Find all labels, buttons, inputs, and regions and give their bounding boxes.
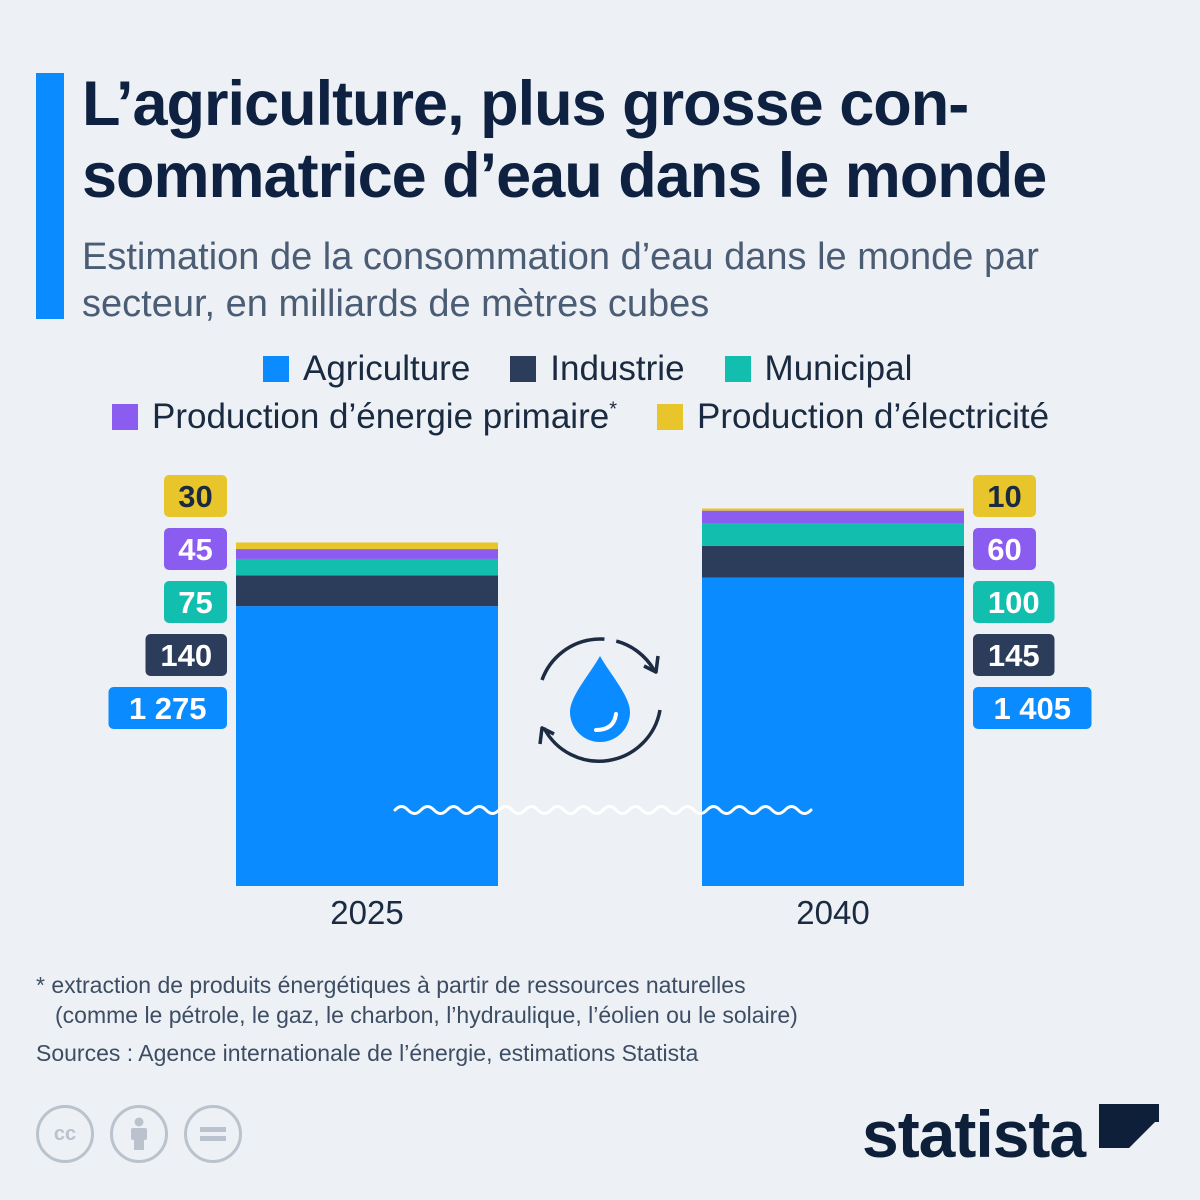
- value-label-electricite-2025: 30: [178, 479, 212, 514]
- value-label-industrie-2025: 140: [160, 638, 212, 673]
- footnote-line-2: (comme le pétrole, le gaz, le charbon, l…: [55, 1002, 798, 1028]
- value-label-municipal-2025: 75: [178, 585, 212, 620]
- attribution-icon[interactable]: [110, 1105, 168, 1163]
- value-badge-energie-2025: [164, 528, 227, 570]
- legend-item-electricite: Production d’électricité: [656, 397, 1050, 437]
- value-label-energie-2040: 60: [987, 532, 1021, 567]
- bar-electricite-2040: [702, 508, 964, 511]
- bar-industrie-2025: [236, 575, 498, 607]
- legend-item-municipal: Municipal: [724, 349, 913, 389]
- legend-swatch-industrie: [510, 356, 537, 382]
- chart-subtitle: Estimation de la consommation d’eau dans…: [82, 236, 1039, 325]
- value-label-municipal-2040: 100: [988, 585, 1040, 620]
- accent-bar: [36, 73, 64, 319]
- legend-item-energie: Production d’énergie primaire*: [112, 397, 617, 437]
- footnote-mark: *: [609, 398, 617, 421]
- statista-mark-icon: [1099, 1104, 1160, 1164]
- x-tick-label-2025: 2025: [330, 894, 403, 931]
- value-label-industrie-2040: 145: [988, 638, 1040, 673]
- bar-agriculture-2040: [702, 577, 964, 886]
- no-derivatives-icon[interactable]: [184, 1105, 242, 1163]
- legend-swatch-municipal: [724, 356, 751, 382]
- legend-item-agriculture: Agriculture: [263, 349, 470, 389]
- legend-swatch-energie: [112, 404, 138, 430]
- value-badge-municipal-2025: [164, 581, 227, 623]
- legend-label-industrie: Industrie: [550, 349, 685, 388]
- wave-line: [393, 805, 813, 815]
- value-label-electricite-2040: 10: [987, 479, 1021, 514]
- x-tick-label-2040: 2040: [796, 894, 869, 931]
- brand-name: statista: [862, 1097, 1086, 1171]
- legend-label-energie: Production d’énergie primaire*: [152, 397, 617, 436]
- value-label-energie-2025: 45: [178, 532, 212, 567]
- bar-energie-2040: [702, 510, 964, 524]
- chart-title: L’agriculture, plus grosse con-sommatric…: [82, 69, 1047, 211]
- bar-municipal-2040: [702, 523, 964, 546]
- value-badge-industrie-2040: [973, 634, 1055, 676]
- license-icons: cc: [36, 1105, 242, 1163]
- legend-label-municipal: Municipal: [764, 349, 913, 388]
- value-badge-electricite-2025: [164, 475, 227, 517]
- value-badge-energie-2040: [973, 528, 1036, 570]
- water-recycle-icon: [538, 637, 662, 763]
- legend-swatch-electricite: [656, 404, 683, 430]
- value-badge-agriculture-2025: [108, 687, 227, 729]
- footnote-line-1: * extraction de produits énergétiques à …: [36, 972, 746, 998]
- value-label-agriculture-2040: 1 405: [993, 691, 1071, 726]
- value-badge-electricite-2040: [973, 475, 1036, 517]
- value-label-agriculture-2025: 1 275: [129, 691, 207, 726]
- legend-item-industrie: Industrie: [510, 349, 685, 389]
- cc-icon[interactable]: cc: [36, 1105, 94, 1163]
- bar-industrie-2040: [702, 545, 964, 578]
- value-badge-industrie-2025: [145, 634, 227, 676]
- bar-agriculture-2025: [236, 606, 498, 886]
- statista-logo[interactable]: statista: [862, 1096, 1160, 1172]
- sources: Sources : Agence internationale de l’éne…: [36, 1040, 699, 1066]
- legend-label-electricite: Production d’électricité: [696, 397, 1050, 436]
- legend-label-agriculture: Agriculture: [303, 349, 471, 388]
- footnote: * extraction de produits énergétiques à …: [36, 970, 1036, 1030]
- bar-electricite-2025: [236, 542, 498, 550]
- bar-energie-2025: [236, 549, 498, 559]
- legend-swatch-agriculture: [263, 356, 289, 382]
- value-badge-municipal-2040: [973, 581, 1055, 623]
- bar-municipal-2025: [236, 558, 498, 576]
- value-badge-agriculture-2040: [973, 687, 1092, 729]
